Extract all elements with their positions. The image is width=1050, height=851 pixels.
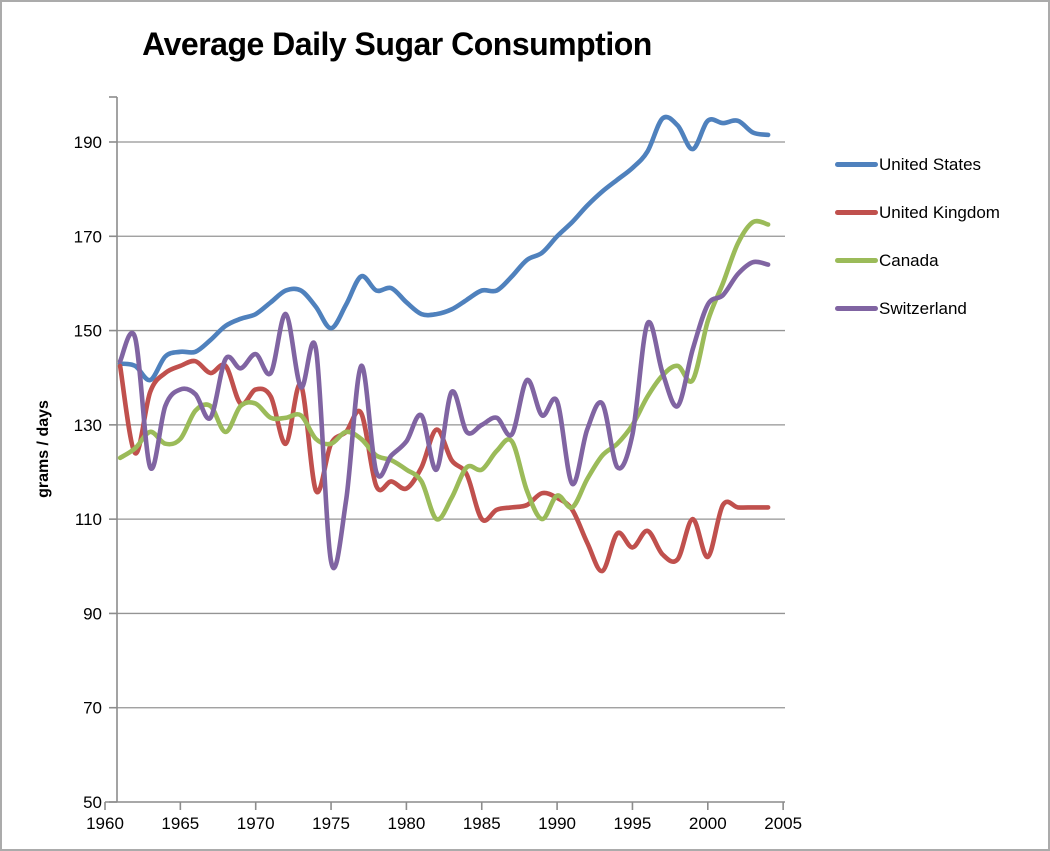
axis-labels: 50 70 90 110 130 150 170 190 1960 1965 1970 1975 198… xyxy=(74,133,802,833)
legend-entry-united-states: United States xyxy=(835,140,1035,188)
x-tick-label-1975: 1975 xyxy=(312,814,350,833)
x-tick-label-2005: 2005 xyxy=(764,814,802,833)
legend-entry-switzerland: Switzerland xyxy=(835,284,1035,332)
legend-swatch-united-kingdom xyxy=(835,209,878,215)
chart-title: Average Daily Sugar Consumption xyxy=(142,26,652,62)
legend-entry-united-kingdom: United Kingdom xyxy=(835,188,1035,236)
x-tick-label-1960: 1960 xyxy=(86,814,124,833)
y-tick-label-90: 90 xyxy=(83,604,102,623)
legend-label-switzerland: Switzerland xyxy=(879,298,967,318)
series-line-united-states xyxy=(117,114,771,383)
series-line-switzerland xyxy=(117,259,771,571)
x-tick-label-1995: 1995 xyxy=(614,814,652,833)
legend-label-united-states: United States xyxy=(879,154,982,174)
y-tick-label-50: 50 xyxy=(83,793,102,812)
y-tick-label-130: 130 xyxy=(74,416,102,435)
x-tick-label-2000: 2000 xyxy=(689,814,727,833)
series-lines xyxy=(117,114,771,574)
y-tick-label-190: 190 xyxy=(74,133,102,152)
axes xyxy=(104,96,785,810)
y-tick-label-70: 70 xyxy=(83,699,102,718)
legend-swatch-canada xyxy=(835,257,878,263)
x-tick-label-1965: 1965 xyxy=(161,814,199,833)
x-tick-label-1985: 1985 xyxy=(463,814,501,833)
x-tick-label-1990: 1990 xyxy=(538,814,576,833)
y-tick-label-170: 170 xyxy=(74,227,102,246)
gridlines xyxy=(117,141,785,709)
y-tick-label-150: 150 xyxy=(74,322,102,341)
y-tick-label-110: 110 xyxy=(75,510,102,529)
legend-label-united-kingdom: United Kingdom xyxy=(879,202,1000,222)
legend-entry-canada: Canada xyxy=(835,236,1035,284)
series-line-canada xyxy=(117,218,771,522)
series-line-united-kingdom xyxy=(117,358,771,574)
x-tick-label-1980: 1980 xyxy=(387,814,425,833)
legend: United States United Kingdom Canada Switzer… xyxy=(835,140,1035,332)
legend-swatch-switzerland xyxy=(835,305,878,311)
legend-swatch-united-states xyxy=(835,161,878,167)
legend-label-canada: Canada xyxy=(879,250,939,270)
y-axis-title: grams / days xyxy=(35,400,52,498)
x-tick-label-1970: 1970 xyxy=(237,814,275,833)
